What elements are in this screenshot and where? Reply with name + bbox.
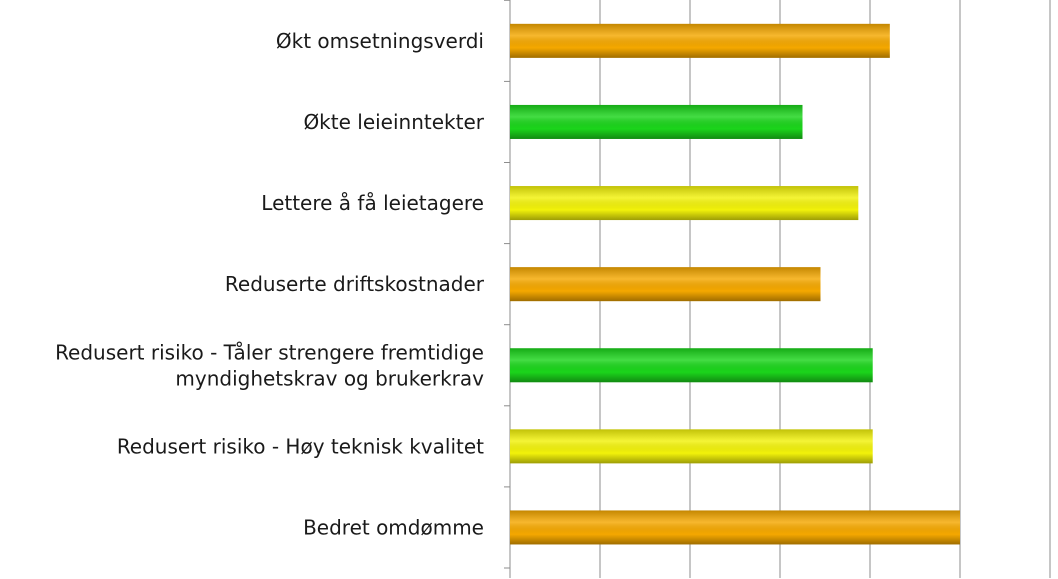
category-label: Redusert risiko - Høy teknisk kvalitet (117, 434, 484, 458)
category-label: Økte leieinntekter (303, 110, 484, 134)
bar (510, 23, 890, 58)
category-labels: Økt omsetningsverdi Økte leieinntekter Let… (55, 29, 485, 540)
category-label: Økt omsetningsverdi (276, 29, 484, 53)
bars (510, 23, 960, 545)
category-label: myndighetskrav og brukerkrav (175, 366, 484, 390)
category-label: Reduserte driftskostnader (225, 272, 485, 296)
bar (510, 429, 873, 464)
category-label: Bedret omdømme (303, 515, 484, 539)
bar (510, 348, 873, 383)
bar (510, 267, 821, 302)
category-label: Lettere å få leietagere (261, 191, 484, 215)
bar (510, 186, 859, 221)
category-label: Redusert risiko - Tåler strengere fremti… (55, 340, 484, 364)
bar (510, 104, 803, 139)
bar (510, 510, 960, 545)
